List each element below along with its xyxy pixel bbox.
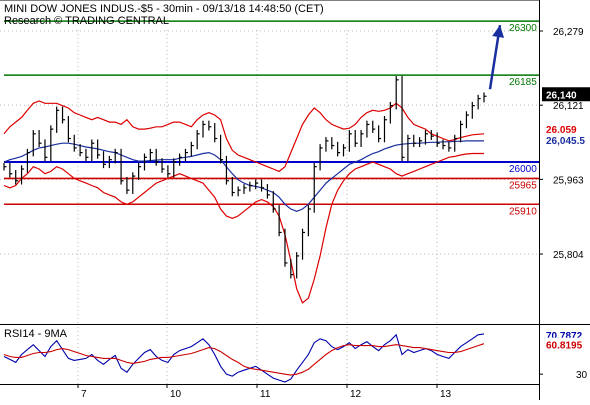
last-price-tag: 26,140 (546, 90, 577, 101)
axes: 7 10 11 12 13 26,279 26,121 25,963 25,804 30 (77, 27, 588, 400)
y-tick-label: 26,121 (553, 101, 584, 112)
rsi-y-tick-label: 30 (576, 370, 588, 381)
upper-band-tag-box (542, 122, 590, 137)
x-tick-label: 13 (440, 389, 452, 400)
price-levels: 26300 26185 26000 25965 25910 (4, 20, 539, 217)
y-tick-label: 26,279 (553, 27, 584, 38)
x-tick-label: 11 (260, 389, 271, 400)
grid-lines (0, 30, 539, 384)
x-tick-label: 12 (350, 389, 362, 400)
level-label-26000: 26000 (509, 164, 537, 175)
y-tick-label: 25,963 (553, 175, 584, 186)
series-lower-band (3, 152, 484, 304)
series-upper-band (3, 100, 485, 173)
y-tick-label: 25,804 (553, 250, 584, 261)
level-label-26185: 26185 (509, 77, 537, 88)
level-label-25965: 25965 (509, 180, 537, 191)
target-arrow-head (492, 25, 505, 38)
rsi-ma-tag: 60.8195 (546, 341, 583, 352)
level-label-26300: 26300 (509, 23, 537, 34)
ma-tag: 26,045.5 (546, 136, 585, 147)
rsi-series-rsi14 (3, 333, 485, 383)
x-tick-label: 10 (170, 389, 182, 400)
rsi-ma-tag-box (542, 337, 590, 352)
level-label-25910: 25910 (509, 206, 537, 217)
price-series (3, 24, 505, 304)
rsi-series-9ma (3, 343, 485, 376)
rsi-label: RSI14 - 9MA (4, 328, 68, 340)
last-price-tag-box (542, 87, 590, 102)
rsi-series (3, 333, 485, 383)
chart-title: MINI DOW JONES INDUS.-$5 - 30min - 09/13… (4, 3, 324, 15)
rsi-value-tag: 70.7872 (546, 331, 583, 342)
series-moving-average (3, 140, 484, 212)
upper-band-tag: 26,059 (546, 125, 577, 136)
chart-source: Research © TRADING CENTRAL (4, 15, 169, 27)
x-tick-label: 7 (81, 389, 87, 400)
ma-tag-box (542, 132, 590, 147)
